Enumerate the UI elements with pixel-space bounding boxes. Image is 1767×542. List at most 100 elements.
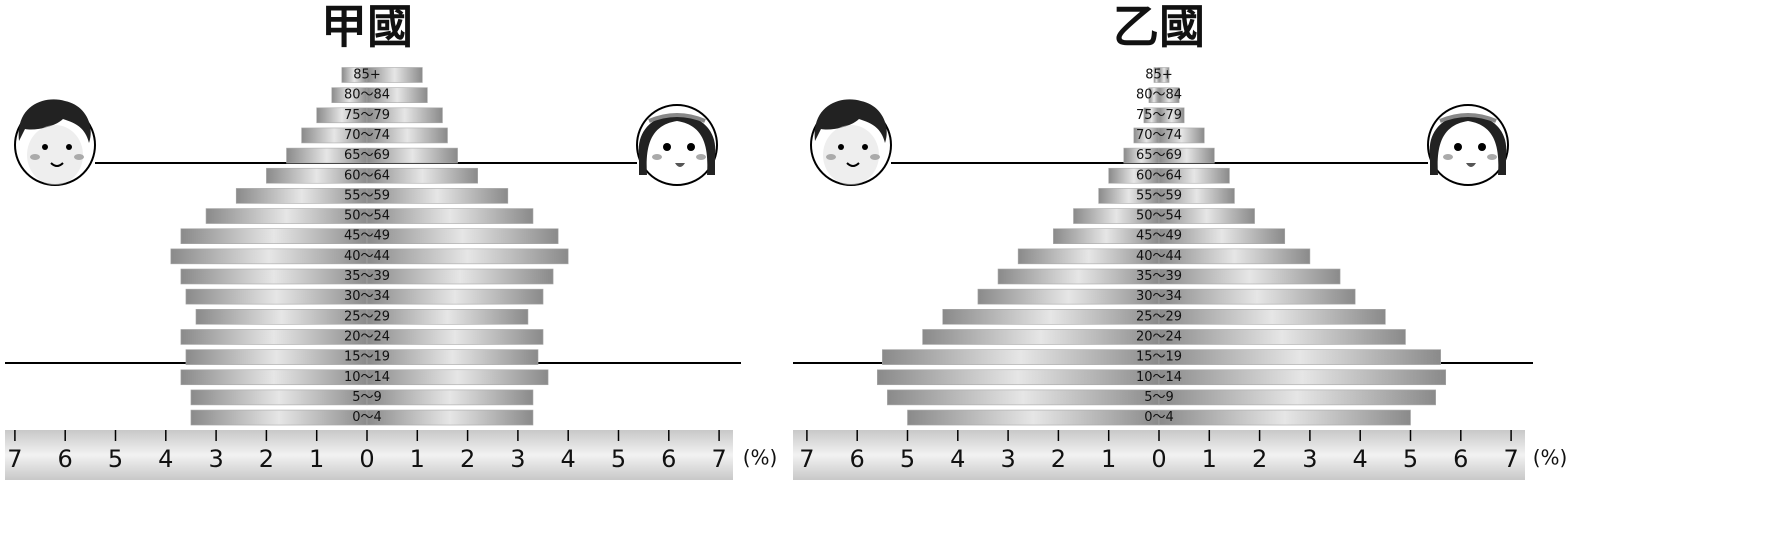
male-bar (907, 409, 1160, 426)
male-bar (887, 389, 1160, 406)
female-bar (1158, 67, 1170, 83)
female-bar (1158, 107, 1185, 124)
age-label: 30〜34 (344, 289, 390, 304)
female-bar (366, 167, 478, 184)
female-bar (366, 188, 509, 204)
x-tick-label: 1 (410, 445, 425, 473)
female-bar (1158, 409, 1411, 426)
male-bar (877, 369, 1160, 386)
x-tick-label: 3 (208, 445, 223, 473)
female-bar (366, 127, 448, 144)
female-bar (1158, 87, 1180, 103)
male-bar (170, 248, 368, 265)
female-bar (366, 308, 529, 325)
female-bar (366, 107, 443, 124)
female-bar (366, 248, 569, 265)
age-label: 85+ (1145, 68, 1172, 83)
female-bar (366, 268, 554, 285)
x-tick-label: 4 (561, 445, 576, 473)
female-bar (366, 67, 423, 83)
female-bar (366, 208, 534, 224)
x-tick-label: 0 (1151, 445, 1166, 473)
female-bar (366, 369, 549, 386)
male-bar (180, 329, 368, 345)
x-tick-label: 2 (1051, 445, 1066, 473)
male-bar (180, 228, 368, 244)
female-bar (366, 349, 539, 365)
female-bar (366, 389, 534, 406)
male-bar (185, 288, 368, 305)
chart-title: 乙國 (1113, 0, 1205, 54)
x-tick-label: 7 (7, 445, 22, 473)
male-bar (922, 329, 1160, 345)
female-bar (1158, 188, 1235, 204)
female-bar (366, 228, 559, 244)
x-tick-label: 6 (661, 445, 676, 473)
age-label: 85+ (353, 68, 380, 83)
female-bar (1158, 288, 1356, 305)
female-bar (1158, 268, 1341, 285)
x-tick-label: 1 (309, 445, 324, 473)
x-tick-label: 6 (1453, 445, 1468, 473)
age-label: 80〜84 (344, 88, 390, 103)
female-bar (366, 87, 428, 103)
female-bar (1158, 147, 1215, 164)
male-bar (180, 369, 368, 386)
x-tick-label: 2 (460, 445, 475, 473)
age-label: 5〜9 (1144, 390, 1174, 405)
x-tick-label: 6 (58, 445, 73, 473)
female-bar (1158, 127, 1205, 144)
x-tick-label: 4 (1353, 445, 1368, 473)
female-icon (635, 103, 719, 187)
x-tick-label: 0 (359, 445, 374, 473)
age-label: 70〜74 (344, 128, 390, 143)
female-bar (1158, 389, 1436, 406)
male-bar (997, 268, 1160, 285)
x-tick-label: 7 (1503, 445, 1518, 473)
age-label: 75〜79 (344, 108, 390, 123)
x-tick-label: 3 (510, 445, 525, 473)
unit-label: (%) (1533, 446, 1568, 470)
age-label: 15〜19 (1136, 350, 1182, 365)
female-bar (366, 288, 544, 305)
age-label: 30〜34 (1136, 289, 1182, 304)
x-tick-label: 1 (1202, 445, 1217, 473)
age-label: 20〜24 (344, 329, 390, 344)
male-icon (810, 98, 892, 186)
age-label: 65〜69 (1136, 148, 1182, 163)
age-label: 5〜9 (352, 390, 382, 405)
age-label: 25〜29 (1136, 309, 1182, 324)
age-label: 75〜79 (1136, 108, 1182, 123)
female-icon (1426, 103, 1510, 187)
x-tick-label: 5 (611, 445, 626, 473)
age-label: 60〜64 (1136, 168, 1182, 183)
male-bar (190, 389, 368, 406)
age-label: 50〜54 (1136, 209, 1182, 224)
female-bar (366, 329, 544, 345)
axis-band (5, 430, 733, 480)
x-tick-label: 4 (158, 445, 173, 473)
x-tick-label: 1 (1101, 445, 1116, 473)
x-tick-label: 5 (900, 445, 915, 473)
age-label: 65〜69 (344, 148, 390, 163)
age-label: 20〜24 (1136, 329, 1182, 344)
x-tick-label: 5 (1403, 445, 1418, 473)
male-bar (180, 268, 368, 285)
female-bar (1158, 308, 1386, 325)
x-tick-label: 2 (259, 445, 274, 473)
age-label: 25〜29 (344, 309, 390, 324)
age-label: 70〜74 (1136, 128, 1182, 143)
age-label: 60〜64 (344, 168, 390, 183)
age-label: 0〜4 (1144, 410, 1174, 425)
age-label: 35〜39 (344, 269, 390, 284)
male-bar (882, 349, 1160, 365)
age-label: 40〜44 (1136, 249, 1182, 264)
x-tick-label: 3 (1302, 445, 1317, 473)
x-tick-label: 5 (108, 445, 123, 473)
male-bar (977, 288, 1160, 305)
male-bar (195, 308, 368, 325)
age-label: 0〜4 (352, 410, 382, 425)
male-bar (185, 349, 368, 365)
age-label: 40〜44 (344, 249, 390, 264)
